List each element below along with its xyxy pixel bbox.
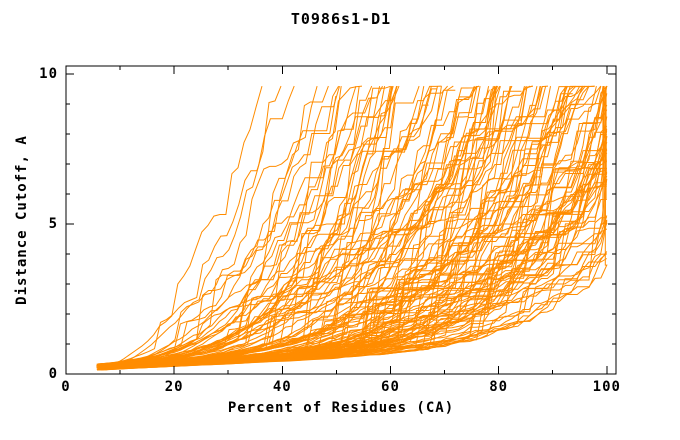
plot-border (65, 65, 617, 375)
model-curve (99, 85, 498, 366)
model-curve (97, 217, 607, 370)
x-tick-label: 100 (592, 379, 621, 395)
model-curve (96, 86, 393, 366)
model-curve (98, 85, 525, 365)
model-curves (96, 85, 608, 371)
y-tick-label: 10 (39, 66, 58, 83)
model-curve (102, 96, 337, 370)
model-curve (97, 85, 373, 365)
model-curve (106, 86, 342, 370)
model-curve (100, 85, 340, 366)
x-tick-label: 0 (61, 379, 71, 395)
model-curve (106, 85, 282, 365)
model-curve (100, 86, 607, 368)
y-tick-label: 0 (48, 366, 58, 382)
model-curve (105, 85, 263, 367)
model-curve (101, 219, 608, 365)
model-curve (102, 85, 442, 368)
x-tick-label: 20 (164, 379, 184, 395)
chart-title: T0986s1-D1 (290, 10, 392, 28)
model-curve (99, 132, 607, 370)
x-axis-label: Percent of Residues (CA) (227, 400, 455, 416)
model-curve (105, 128, 608, 366)
model-curve (105, 85, 608, 369)
model-curve (100, 89, 490, 368)
x-tick-label: 40 (272, 379, 292, 395)
y-tick-label: 5 (48, 216, 58, 233)
model-curve (98, 85, 394, 366)
model-curve (96, 86, 425, 365)
x-tick-label: 60 (381, 379, 400, 395)
x-tick-label: 80 (489, 379, 509, 395)
model-curve (103, 85, 543, 368)
